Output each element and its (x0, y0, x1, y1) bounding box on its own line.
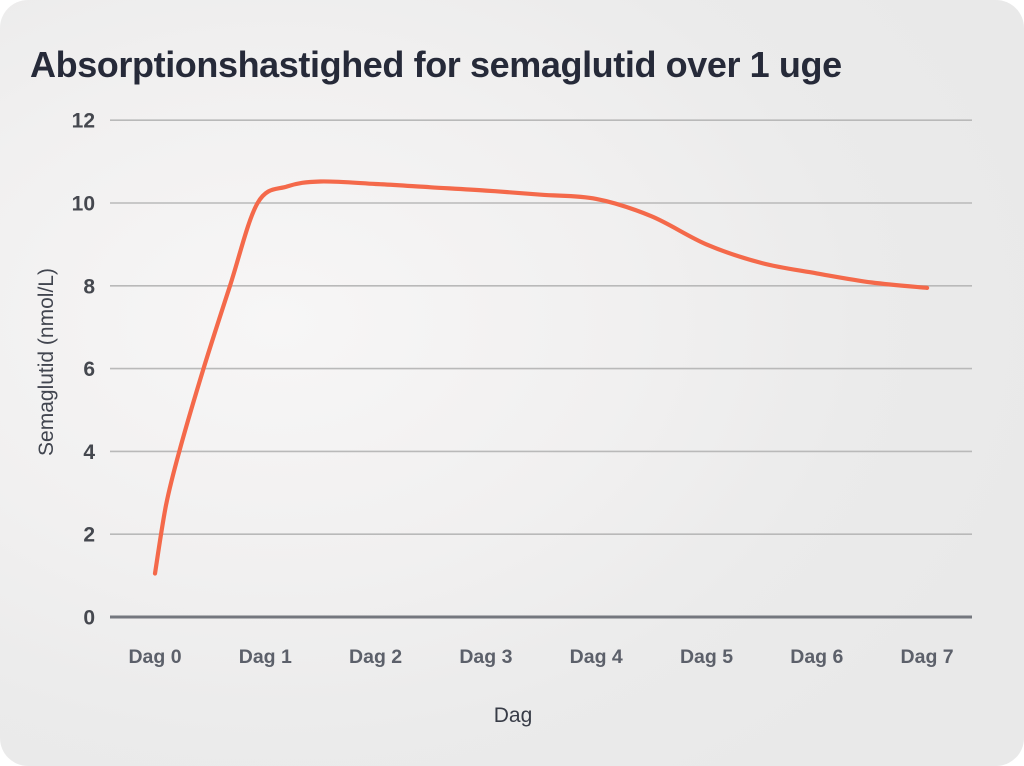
y-tick-label: 2 (83, 524, 95, 547)
x-tick-label: Dag 2 (349, 646, 402, 668)
y-tick-label: 4 (83, 441, 95, 464)
x-tick-label: Dag 0 (128, 646, 181, 668)
x-tick-label: Dag 7 (901, 646, 954, 668)
y-tick-label: 0 (83, 607, 95, 630)
x-tick-label: Dag 5 (680, 646, 733, 668)
x-axis-title: Dag (493, 704, 533, 727)
x-tick-label: Dag 3 (459, 646, 512, 668)
x-tick-label: Dag 1 (239, 646, 292, 668)
y-tick-label: 10 (72, 193, 95, 216)
x-tick-label: Dag 4 (570, 646, 623, 668)
y-tick-label: 8 (83, 275, 95, 298)
y-axis-title: Semaglutid (nmol/L) (35, 268, 58, 456)
y-tick-label: 12 (72, 110, 95, 133)
series-line-semaglutid (152, 179, 930, 576)
chart-title: Absorptionshastighed for semaglutid over… (30, 44, 842, 85)
x-tick-label: Dag 6 (790, 646, 843, 668)
y-tick-label: 6 (83, 358, 95, 381)
